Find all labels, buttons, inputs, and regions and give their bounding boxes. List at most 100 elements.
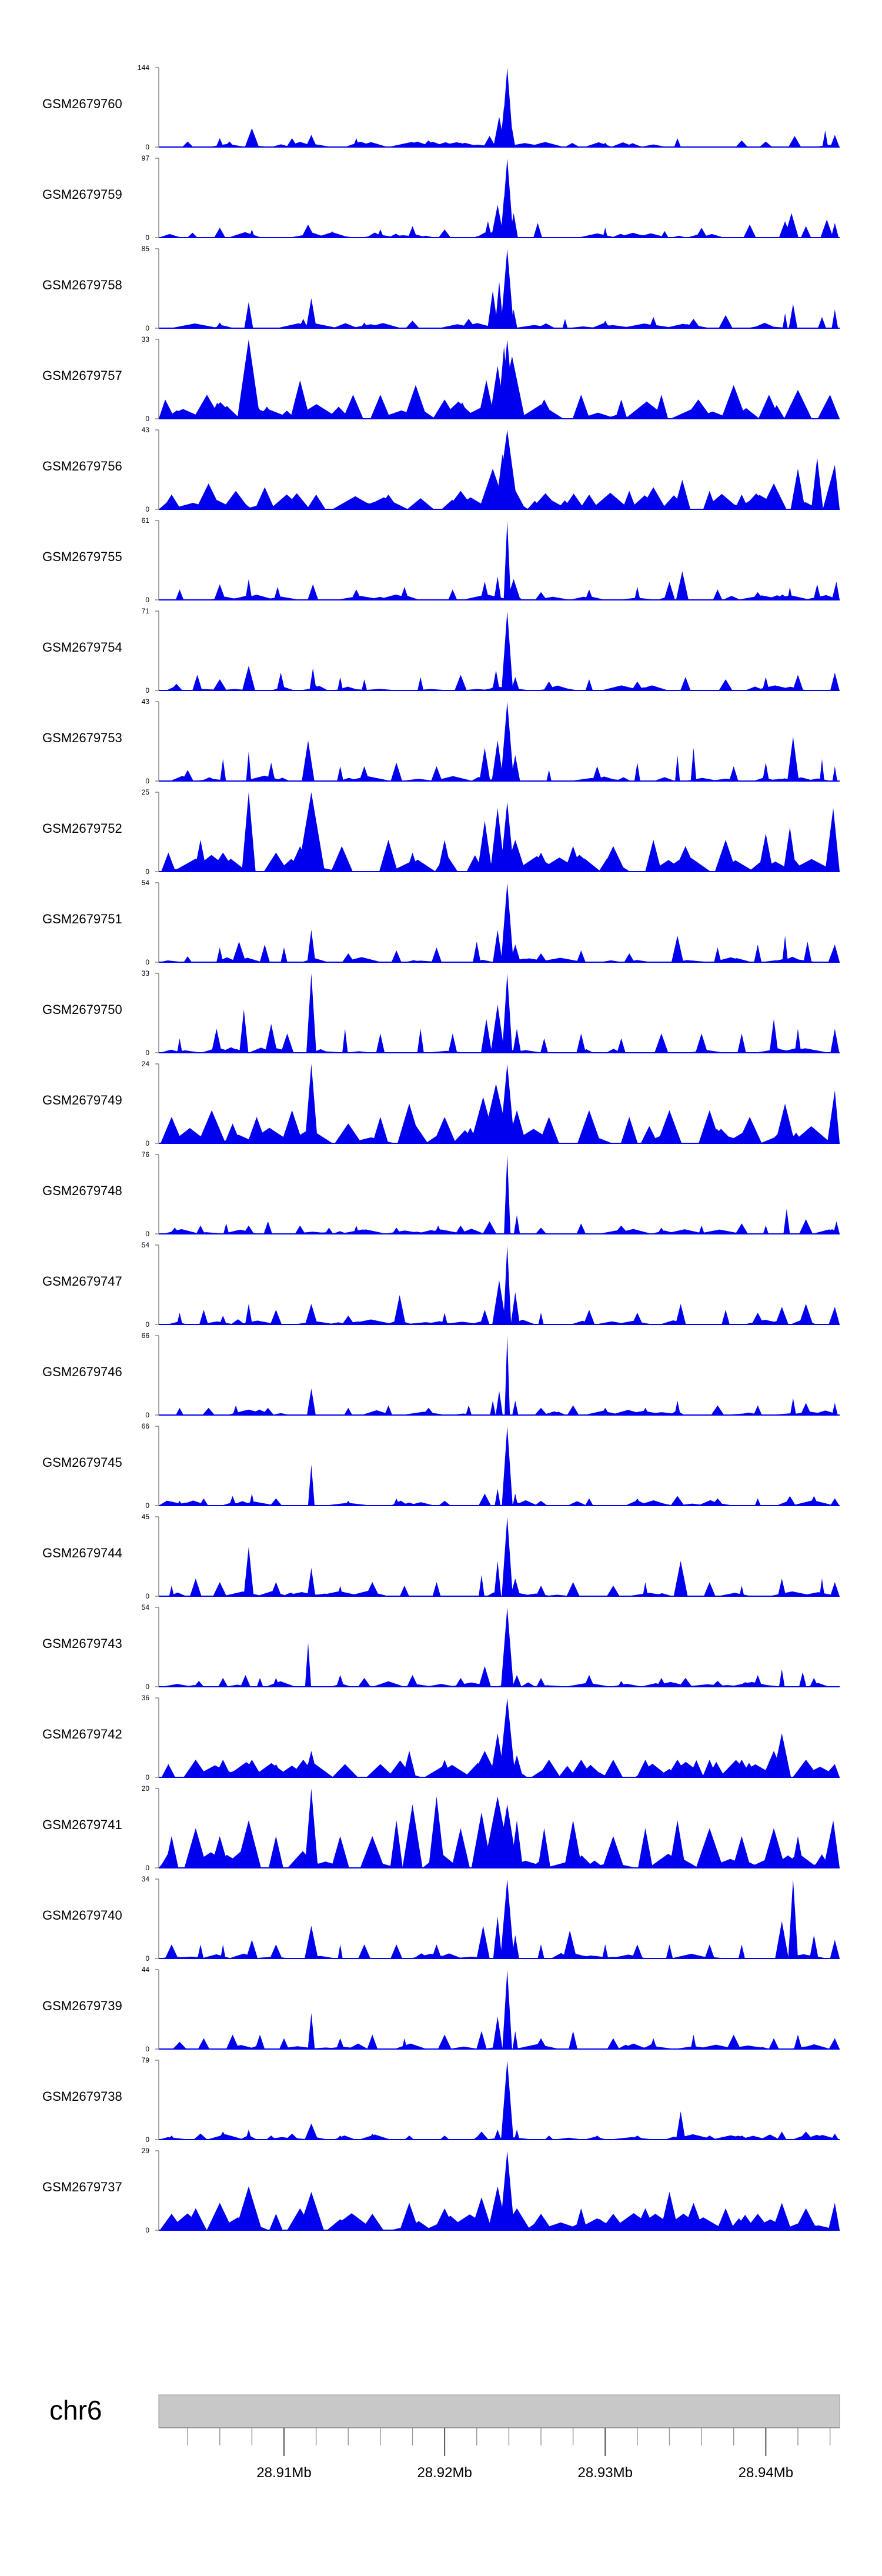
coverage-peak (722, 596, 741, 600)
coverage-peak (507, 579, 521, 600)
coverage-peak (293, 404, 340, 419)
coverage-peak (594, 1321, 629, 1324)
coverage-peak (642, 2044, 662, 2049)
coverage-peak (358, 1678, 371, 1687)
coverage-peak (507, 1110, 526, 1143)
coverage-peak (283, 1591, 321, 1596)
coverage-peak (479, 235, 510, 238)
coverage-peak (579, 1049, 594, 1053)
coverage-peak (760, 2134, 780, 2140)
coverage-peak (791, 1500, 835, 1506)
coverage-peak (610, 1683, 643, 1687)
track-GSM2679740: GSM2679740 34 0 (42, 1875, 840, 1963)
coverage-peak (346, 1319, 396, 1324)
coverage-peak (501, 883, 514, 962)
coverage-peak (339, 413, 363, 419)
coverage-peak (366, 232, 384, 238)
track-GSM2679751: GSM2679751 54 0 (42, 879, 840, 966)
coverage-peak (271, 686, 295, 690)
coverage-peak (510, 1579, 520, 1596)
coverage-peak (265, 1681, 296, 1687)
coverage-peak (455, 675, 467, 690)
track-label: GSM2679747 (42, 1274, 122, 1289)
track-label: GSM2679754 (42, 640, 122, 655)
coverage-peak (436, 1953, 463, 1958)
coverage-peak (459, 408, 502, 419)
coverage-peak (606, 1049, 621, 1053)
coverage-peak (624, 953, 634, 962)
track-GSM2679757: GSM2679757 33 0 (42, 335, 840, 423)
coverage-peak (166, 687, 181, 690)
coverage-peak (739, 1684, 776, 1687)
coverage-peak (366, 1764, 395, 1777)
coverage-peak (819, 759, 824, 781)
coverage-peak (680, 677, 691, 690)
coverage-peak (308, 1464, 315, 1506)
y-max-label: 20 (142, 1784, 150, 1793)
coverage-peak (446, 494, 472, 509)
coverage-peak (534, 1500, 547, 1506)
coverage-peak (501, 158, 514, 238)
coverage-peak (494, 576, 502, 600)
coverage-peak (316, 1591, 363, 1596)
track-GSM2679744: GSM2679744 45 0 (42, 1513, 840, 1600)
coverage-peak (535, 1227, 547, 1234)
coverage-peak (782, 313, 788, 328)
coverage-peak (546, 770, 552, 781)
coverage-peak (757, 861, 794, 872)
coverage-peak (569, 1855, 594, 1868)
coverage-peak (766, 1320, 790, 1324)
coverage-peak (617, 2044, 634, 2049)
y-max-label: 34 (142, 1875, 150, 1883)
coverage-peak (592, 766, 602, 781)
coverage-peak (558, 1766, 576, 1777)
coverage-peak (608, 2137, 656, 2140)
coverage-peak (298, 792, 325, 872)
coverage-peak (825, 808, 840, 872)
coverage-peak (208, 144, 247, 147)
y-min-label: 0 (145, 1954, 149, 1963)
coverage-peak (654, 1033, 669, 1053)
coverage-peak (338, 1944, 343, 1958)
track-label: GSM2679740 (42, 1908, 122, 1923)
coverage-peak (544, 2135, 553, 2140)
coverage-peak (276, 672, 285, 690)
coverage-peak (219, 597, 266, 600)
coverage-peak (676, 2111, 686, 2140)
coverage-peak (480, 1019, 492, 1053)
coverage-peak (425, 1861, 468, 1868)
coverage-peak (526, 142, 564, 147)
y-min-label: 0 (145, 2135, 149, 2144)
coverage-peak (495, 281, 504, 328)
coverage-peak (306, 494, 326, 509)
coverage-peak (428, 1796, 445, 1868)
coverage-peak (500, 1879, 514, 1958)
coverage-peak (330, 1683, 352, 1687)
coverage-peak (239, 2135, 258, 2140)
coverage-peak (763, 1225, 769, 1234)
coverage-peak (662, 1320, 687, 1324)
track-label: GSM2679752 (42, 821, 122, 836)
coverage-peak (283, 493, 310, 509)
y-max-label: 43 (142, 698, 150, 706)
coverage-peak (435, 854, 458, 872)
y-min-label: 0 (145, 324, 149, 332)
coverage-peak (399, 2203, 419, 2230)
coverage-peak (739, 1586, 744, 1596)
coverage-peak (788, 1879, 799, 1958)
coverage-peak (703, 1582, 716, 1596)
coverage-peak (366, 596, 393, 600)
coverage-peak (306, 973, 316, 1053)
coverage-peak (193, 1681, 204, 1687)
coverage-peak (720, 2137, 737, 2140)
coverage-peak (651, 860, 686, 872)
coverage-peak (165, 410, 189, 419)
coverage-peak (496, 1391, 503, 1415)
coverage-peak (819, 1579, 825, 1596)
coverage-peak (255, 487, 275, 509)
coverage-peak (287, 1851, 318, 1868)
coverage-peak (771, 959, 818, 962)
coverage-peak (245, 128, 259, 147)
coverage-peak (615, 399, 627, 419)
coverage-peak (243, 775, 285, 781)
